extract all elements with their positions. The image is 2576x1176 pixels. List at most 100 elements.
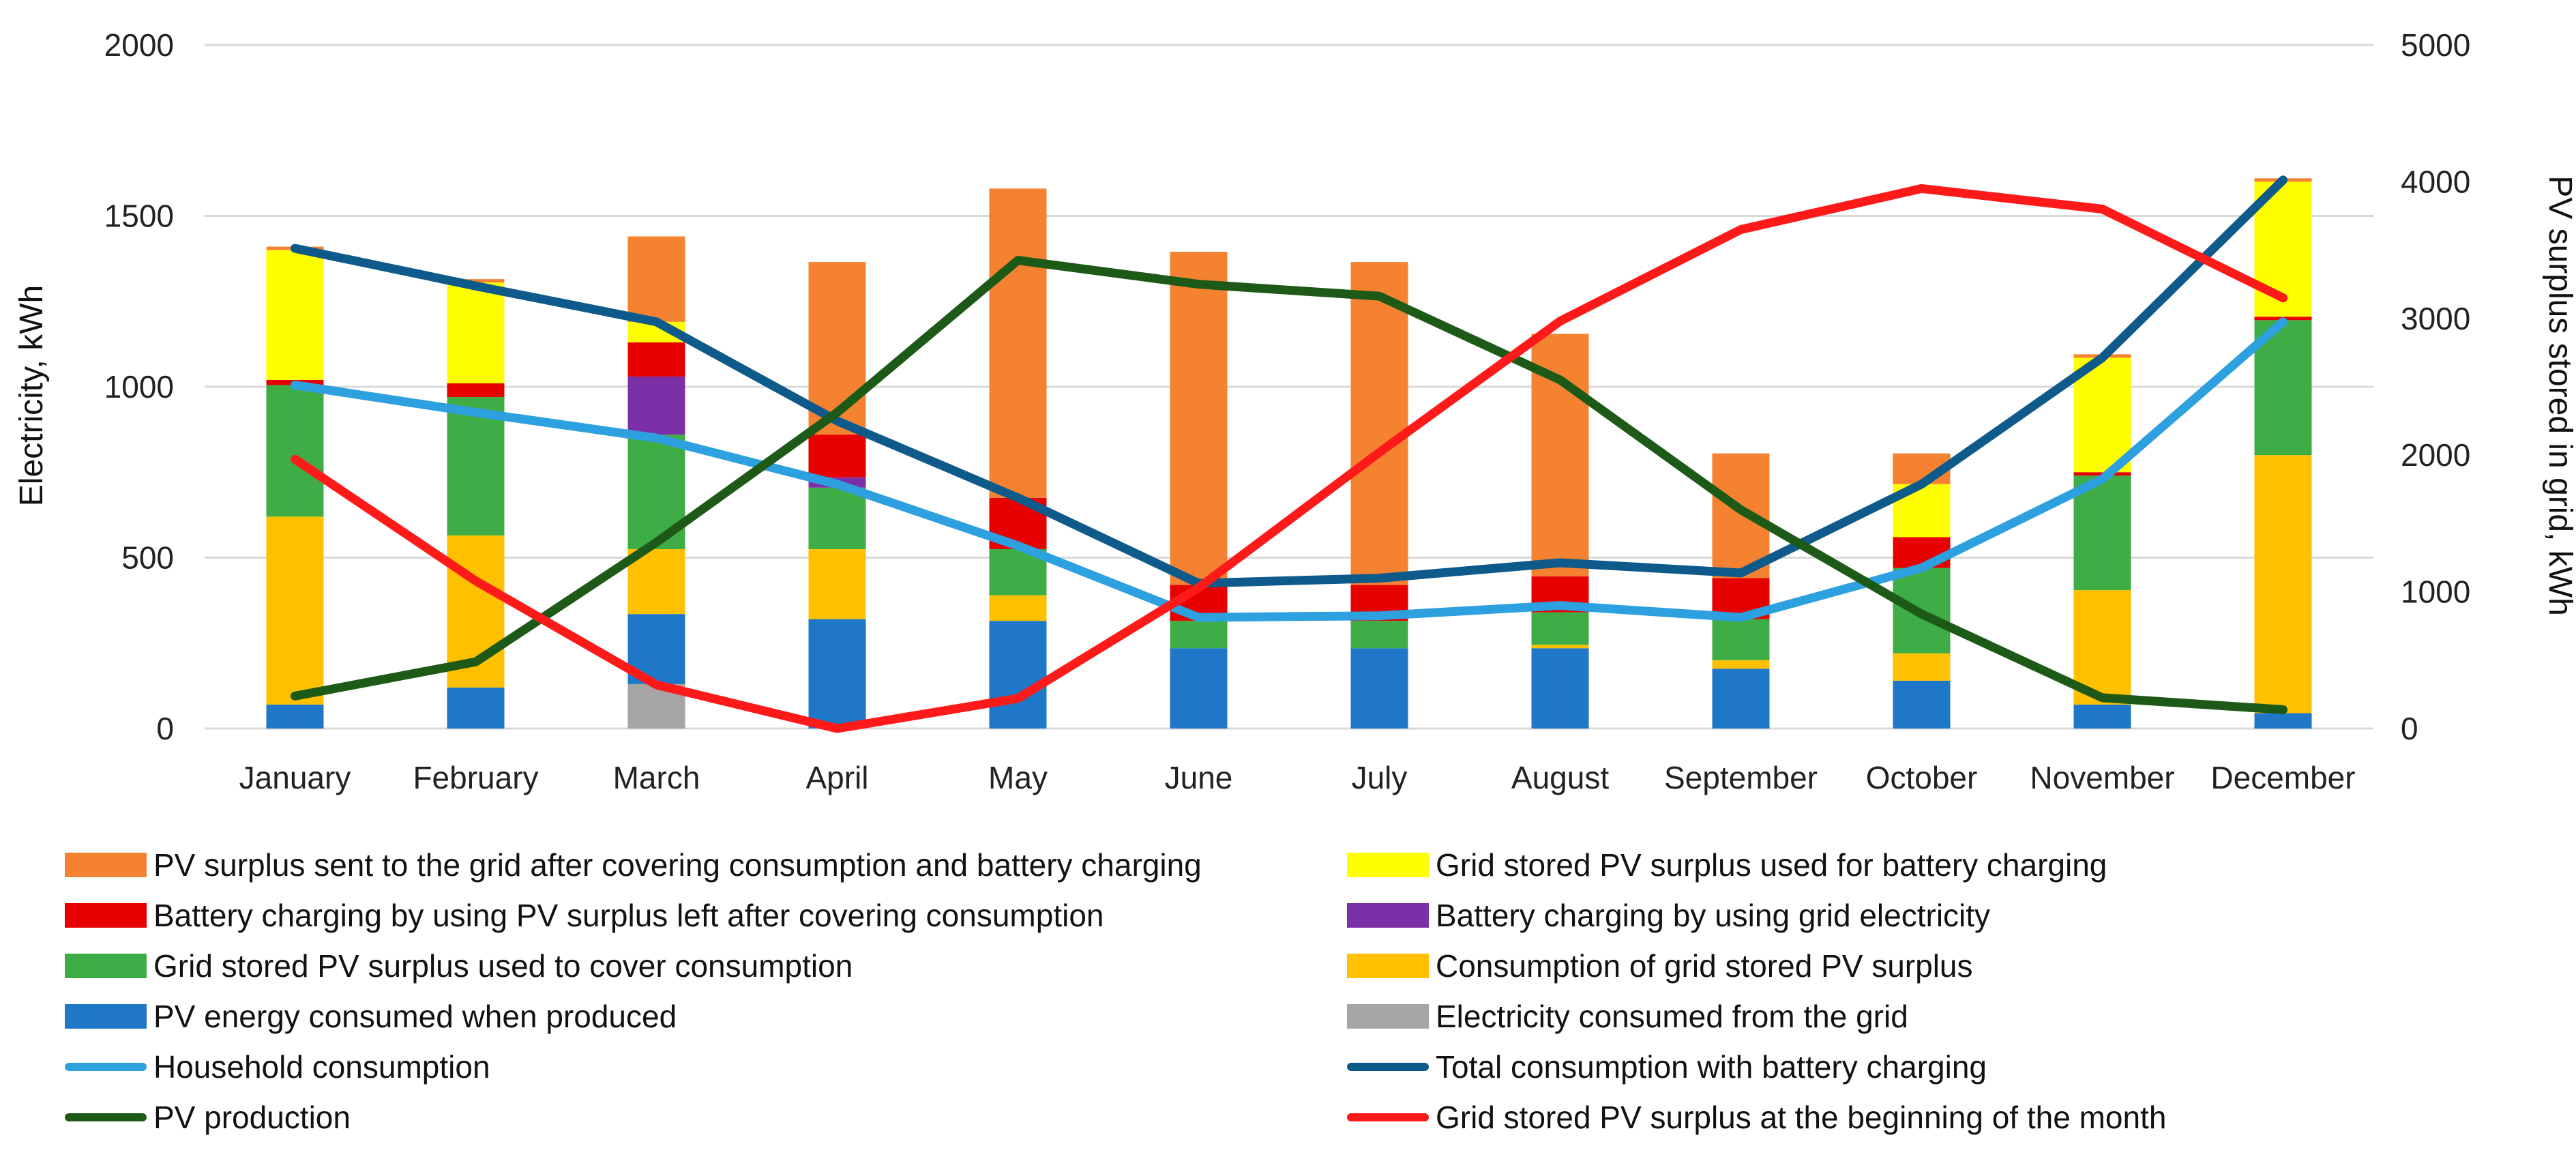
bar-pv_consumed-september [1712, 668, 1770, 729]
bar-pv_consumed-august [1531, 648, 1589, 729]
legend-item: PV energy consumed when produced [65, 997, 677, 1035]
x-tick-label-july: July [1352, 760, 1408, 795]
bar-pv_consumed-october [1893, 680, 1951, 729]
line-total_batt [291, 175, 2288, 588]
legend-item: PV surplus sent to the grid after coveri… [65, 846, 1202, 884]
bar-pv_consumed-november [2073, 704, 2131, 729]
bar-grid_stored_cons-june [1170, 621, 1228, 649]
x-tick-label-december: December [2210, 760, 2355, 795]
bar-pv_consumed-february [447, 687, 505, 729]
y-left-tick-label: 1500 [104, 199, 174, 234]
y-axis-right-title: PV surplus stored in grid, kWh [2542, 175, 2576, 616]
bar-cons_grid_stored-may [989, 595, 1047, 621]
bar-batt_grid-march [627, 376, 685, 435]
combo-chart: 0 500 1000 1500 2000 0 1000 2000 3000 4000 5000 Jan… [14, 27, 2576, 795]
legend-label: PV production [153, 1100, 351, 1135]
y-axis-left-title: Electricity, kWh [14, 285, 50, 506]
x-tick-label-october: October [1866, 760, 1978, 795]
legend-line-marker [1347, 1063, 1429, 1071]
x-tick-label-june: June [1165, 760, 1233, 795]
legend-line-marker [65, 1063, 147, 1071]
legend-swatch [65, 903, 147, 928]
y-right-tick-label: 5000 [2401, 27, 2470, 63]
bar-grid_stored_cons-september [1712, 619, 1770, 660]
y-left-tick-label: 1000 [104, 369, 174, 405]
y-right-tick-label: 0 [2401, 711, 2418, 746]
gridlines [205, 44, 2373, 730]
bar-cons_grid_stored-december [2254, 455, 2312, 714]
legend-label: Household consumption [153, 1049, 490, 1085]
bar-grid_stored_cons-january [266, 385, 324, 517]
legend-item: Consumption of grid stored PV surplus [1347, 947, 1973, 985]
x-tick-label-january: January [239, 760, 351, 795]
y-right-tick-label: 4000 [2401, 164, 2470, 199]
legend-label: Battery charging by using PV surplus lef… [153, 898, 1104, 933]
legend-item: PV production [65, 1098, 351, 1136]
axes: 0 500 1000 1500 2000 0 1000 2000 3000 4000 5000 Jan… [104, 27, 2471, 795]
legend-item: Grid stored PV surplus used for battery … [1347, 846, 2107, 884]
bar-batt_pv-april [808, 435, 866, 477]
legend-swatch [1347, 1004, 1429, 1029]
legend-label: Consumption of grid stored PV surplus [1436, 948, 1973, 984]
bar-pv_sent-june [1170, 252, 1228, 585]
bar-cons_grid_stored-october [1893, 653, 1951, 681]
x-tick-label-august: August [1511, 760, 1609, 795]
bar-pv_sent-march [627, 236, 685, 322]
y-left-tick-label: 0 [156, 711, 174, 746]
bar-pv_consumed-december [2254, 713, 2312, 729]
legend-swatch [1347, 853, 1429, 877]
bar-batt_pv-february [447, 383, 505, 398]
legend-item: Battery charging by using grid electrici… [1347, 896, 1990, 935]
bar-cons_grid_stored-september [1712, 660, 1770, 669]
x-tick-label-february: February [413, 760, 538, 795]
legend-item: Grid stored PV surplus used to cover con… [65, 947, 853, 985]
line-household [291, 317, 2288, 622]
bar-grid_stored_cons-february [447, 397, 505, 535]
line-pv_prod [291, 256, 2288, 714]
legend-label: Total consumption with battery charging [1436, 1049, 1987, 1085]
bar-grid_stored_cons-november [2073, 475, 2131, 591]
legend-label: PV energy consumed when produced [153, 999, 677, 1034]
y-right-tick-label: 3000 [2401, 301, 2470, 336]
legend-line-marker [1347, 1113, 1429, 1121]
legend-item: Grid stored PV surplus at the beginning … [1347, 1098, 2166, 1136]
legend-swatch [65, 954, 147, 978]
y-left-tick-label: 2000 [104, 27, 174, 63]
bar-grid_batt-february [447, 282, 505, 383]
legend-item: Electricity consumed from the grid [1347, 997, 1908, 1035]
legend-label: Grid stored PV surplus used for battery … [1436, 847, 2107, 883]
x-tick-label-may: May [988, 760, 1048, 795]
bar-pv_sent-july [1350, 262, 1408, 585]
y-left-tick-label: 500 [121, 540, 174, 576]
legend-swatch [65, 1004, 147, 1029]
x-tick-label-september: September [1664, 760, 1818, 795]
legend-item: Household consumption [65, 1048, 490, 1086]
bar-cons_grid_stored-august [1531, 645, 1589, 649]
bar-pv_sent-may [989, 188, 1047, 498]
legend: PV surplus sent to the grid after coveri… [0, 846, 2576, 1173]
legend-label: Grid stored PV surplus at the beginning … [1436, 1100, 2167, 1135]
bar-batt_pv-march [627, 342, 685, 377]
bar-pv_sent-february [447, 279, 505, 283]
legend-label: Battery charging by using grid electrici… [1436, 898, 1991, 933]
legend-label: Grid stored PV surplus used to cover con… [153, 948, 853, 984]
y-right-tick-label: 1000 [2401, 574, 2470, 610]
bar-stacks [266, 178, 2312, 729]
bar-grid_stored_cons-july [1350, 621, 1408, 649]
x-tick-label-april: April [805, 760, 868, 795]
x-tick-label-november: November [2030, 760, 2174, 795]
legend-swatch [1347, 903, 1429, 928]
legend-line-marker [65, 1113, 147, 1121]
bar-pv_consumed-june [1170, 648, 1228, 729]
bar-pv_consumed-july [1350, 648, 1408, 729]
bar-grid_batt-november [2073, 357, 2131, 473]
legend-item: Total consumption with battery charging [1347, 1048, 1987, 1086]
bar-pv_consumed-may [989, 621, 1047, 729]
bar-cons_grid_stored-april [808, 548, 866, 619]
legend-label: Electricity consumed from the grid [1436, 999, 1908, 1034]
legend-swatch [65, 853, 147, 877]
legend-swatch [1347, 954, 1429, 978]
bar-grid_batt-january [266, 250, 324, 380]
bar-cons_grid_stored-january [266, 516, 324, 705]
x-tick-label-march: March [613, 760, 700, 795]
